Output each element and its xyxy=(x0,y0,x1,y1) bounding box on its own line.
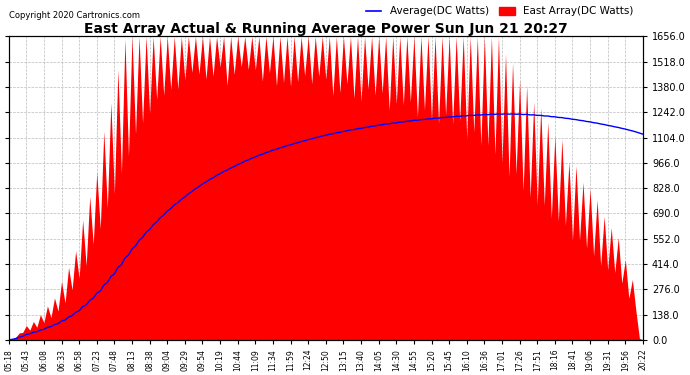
Text: Copyright 2020 Cartronics.com: Copyright 2020 Cartronics.com xyxy=(9,11,139,20)
Legend: Average(DC Watts), East Array(DC Watts): Average(DC Watts), East Array(DC Watts) xyxy=(362,2,638,21)
Title: East Array Actual & Running Average Power Sun Jun 21 20:27: East Array Actual & Running Average Powe… xyxy=(84,22,568,36)
